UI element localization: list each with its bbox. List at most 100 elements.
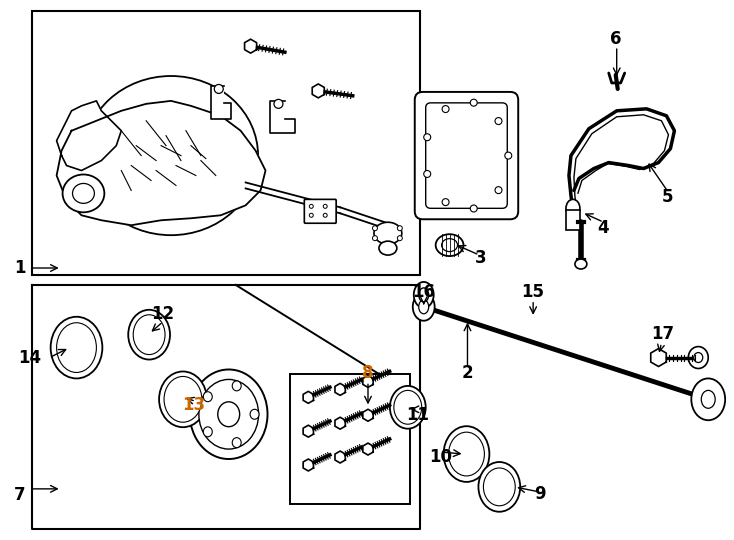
Ellipse shape	[190, 369, 267, 459]
Ellipse shape	[418, 300, 429, 314]
Ellipse shape	[398, 394, 418, 420]
Polygon shape	[303, 392, 313, 403]
Ellipse shape	[214, 84, 223, 93]
Ellipse shape	[379, 241, 397, 255]
Ellipse shape	[479, 462, 520, 512]
Ellipse shape	[443, 426, 490, 482]
Polygon shape	[363, 443, 373, 455]
Polygon shape	[303, 425, 313, 437]
Text: 4: 4	[597, 219, 608, 237]
Ellipse shape	[390, 386, 426, 429]
Ellipse shape	[203, 427, 212, 437]
Ellipse shape	[694, 353, 702, 362]
Ellipse shape	[51, 317, 102, 379]
Ellipse shape	[495, 118, 502, 125]
Ellipse shape	[505, 152, 512, 159]
FancyBboxPatch shape	[415, 92, 518, 219]
Polygon shape	[335, 417, 345, 429]
Ellipse shape	[436, 234, 463, 256]
Text: 6: 6	[610, 30, 622, 48]
Bar	[566, 210, 580, 230]
Ellipse shape	[133, 315, 165, 355]
Polygon shape	[335, 383, 345, 395]
Ellipse shape	[397, 226, 402, 231]
Ellipse shape	[218, 402, 240, 427]
Ellipse shape	[57, 323, 96, 373]
Ellipse shape	[566, 199, 580, 217]
Ellipse shape	[309, 204, 313, 208]
Ellipse shape	[128, 310, 170, 360]
Ellipse shape	[232, 381, 241, 391]
Polygon shape	[211, 86, 230, 119]
Polygon shape	[244, 39, 257, 53]
Polygon shape	[271, 101, 295, 133]
Polygon shape	[363, 375, 373, 387]
Text: 14: 14	[18, 348, 41, 367]
Ellipse shape	[575, 259, 587, 269]
Text: 2: 2	[462, 364, 473, 382]
Ellipse shape	[413, 293, 435, 321]
Ellipse shape	[84, 76, 258, 235]
Ellipse shape	[372, 235, 377, 241]
Text: 12: 12	[151, 305, 175, 323]
Ellipse shape	[397, 235, 402, 241]
Ellipse shape	[323, 213, 327, 217]
Polygon shape	[335, 451, 345, 463]
Ellipse shape	[470, 205, 477, 212]
Ellipse shape	[250, 409, 259, 419]
Text: 13: 13	[182, 396, 206, 414]
Text: 11: 11	[406, 406, 429, 424]
Ellipse shape	[203, 392, 212, 402]
Ellipse shape	[688, 347, 708, 368]
Text: 10: 10	[429, 448, 452, 466]
Text: 15: 15	[522, 283, 545, 301]
Ellipse shape	[442, 106, 449, 112]
FancyBboxPatch shape	[305, 199, 336, 223]
Ellipse shape	[232, 437, 241, 448]
Ellipse shape	[374, 222, 401, 244]
Bar	[291, 374, 410, 504]
Ellipse shape	[137, 320, 161, 349]
Ellipse shape	[448, 432, 484, 476]
Ellipse shape	[62, 329, 92, 367]
Ellipse shape	[199, 380, 258, 449]
Ellipse shape	[691, 379, 725, 420]
Polygon shape	[57, 101, 266, 225]
Ellipse shape	[169, 382, 197, 416]
Ellipse shape	[454, 437, 479, 471]
Text: 17: 17	[651, 325, 674, 343]
Text: 1: 1	[14, 259, 26, 277]
Ellipse shape	[701, 390, 715, 408]
Ellipse shape	[372, 226, 377, 231]
Text: 8: 8	[363, 364, 374, 382]
Polygon shape	[303, 459, 313, 471]
Ellipse shape	[394, 390, 422, 424]
Text: 7: 7	[14, 486, 26, 504]
Polygon shape	[32, 285, 420, 529]
Ellipse shape	[159, 372, 207, 427]
Ellipse shape	[73, 184, 95, 204]
Ellipse shape	[414, 282, 434, 308]
Ellipse shape	[470, 99, 477, 106]
Ellipse shape	[62, 174, 104, 212]
Ellipse shape	[424, 134, 431, 141]
Ellipse shape	[487, 472, 512, 502]
Ellipse shape	[424, 171, 431, 178]
Ellipse shape	[323, 204, 327, 208]
Polygon shape	[651, 349, 666, 367]
Ellipse shape	[418, 288, 429, 302]
Ellipse shape	[495, 187, 502, 194]
Ellipse shape	[442, 239, 457, 252]
Text: 3: 3	[475, 249, 486, 267]
Ellipse shape	[274, 99, 283, 109]
Polygon shape	[312, 84, 324, 98]
Text: 9: 9	[534, 485, 546, 503]
Polygon shape	[57, 101, 121, 171]
Polygon shape	[363, 409, 373, 421]
FancyBboxPatch shape	[426, 103, 507, 208]
Text: 16: 16	[413, 283, 435, 301]
Text: 5: 5	[661, 188, 673, 206]
Ellipse shape	[309, 213, 313, 217]
Ellipse shape	[164, 376, 202, 422]
Bar	[32, 11, 420, 275]
